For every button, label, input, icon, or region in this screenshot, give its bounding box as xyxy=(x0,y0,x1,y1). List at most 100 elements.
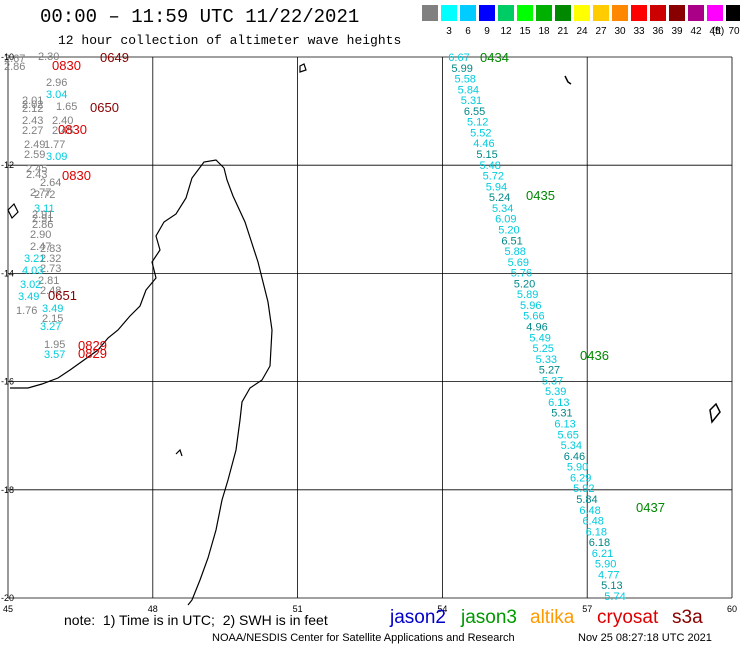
small-island-east xyxy=(564,75,572,85)
axis-ticks: 45 48 51 54 57 60 -10 -12 -14 -16 -18 -20 xyxy=(1,52,737,614)
legend-swatch xyxy=(593,5,609,21)
swh-value-label: 2.81 xyxy=(38,275,59,287)
legend-label: 36 xyxy=(652,26,664,37)
swh-value-label: 6.48 xyxy=(582,516,603,528)
swh-value-label: 5.69 xyxy=(508,257,529,269)
swh-value-label: 5.20 xyxy=(514,278,535,290)
legend-label: 24 xyxy=(576,26,588,37)
swh-value-label: 5.96 xyxy=(520,300,541,312)
swh-value-label: 5.74 xyxy=(604,591,625,603)
time-label: 0651 xyxy=(48,288,77,303)
footer-note: note: 1) Time is in UTC; 2) SWH is in fe… xyxy=(64,612,328,628)
swh-value-label: 6.67 xyxy=(448,52,469,64)
swh-value-label: 5.92 xyxy=(573,483,594,495)
legend-label: 21 xyxy=(557,26,569,37)
swh-value-label: 5.34 xyxy=(561,440,582,452)
swh-value-label: 6.51 xyxy=(501,235,522,247)
swh-value-label: 2.40 xyxy=(52,115,73,127)
legend-swatch xyxy=(612,5,628,21)
legend-label: 12 xyxy=(500,26,512,37)
lon-tick-label: 48 xyxy=(148,604,158,614)
legend-swatch xyxy=(441,5,457,21)
swh-value-label: 5.99 xyxy=(451,63,472,75)
swh-value-label: 5.31 xyxy=(461,95,482,107)
legend-label: 9 xyxy=(484,26,490,37)
lat-tick-label: -12 xyxy=(1,160,14,170)
swh-value-label: 2.73 xyxy=(40,263,61,275)
legend-label: 70 xyxy=(728,26,740,37)
swh-value-label: 6.48 xyxy=(579,505,600,517)
legend-swatch xyxy=(517,5,533,21)
time-label: 0829 xyxy=(78,346,107,361)
west-observations: 2.67 2.30 2.86 2.963.042.012.022.12 1.65 2.43… xyxy=(4,50,129,361)
swh-value-label: 5.48 xyxy=(479,160,500,172)
legend-swatch xyxy=(574,5,590,21)
swh-value-label: 2.27 xyxy=(22,125,43,137)
swh-value-label: 3.21 xyxy=(24,253,45,265)
lat-tick-label: -16 xyxy=(1,377,14,387)
small-island-south xyxy=(175,448,183,457)
legend-units: (ft) xyxy=(712,26,725,37)
swh-value-label: 5.94 xyxy=(486,181,507,193)
time-label: 0830 xyxy=(62,168,91,183)
lon-tick-label: 51 xyxy=(293,604,303,614)
swh-value-label: 1.77 xyxy=(44,139,65,151)
swh-value-label: 5.25 xyxy=(533,343,554,355)
swh-value-label: 2.91 xyxy=(32,213,53,225)
west-coast-fragment xyxy=(7,202,19,220)
satellite-label: jason2 xyxy=(390,607,446,628)
swh-value-label: 2.96 xyxy=(46,77,67,89)
madagascar-west-coast xyxy=(10,159,225,389)
legend-label: 3 xyxy=(446,26,452,37)
swh-value-label: 6.09 xyxy=(495,214,516,226)
legend-swatch xyxy=(726,5,740,21)
swh-value-label: 3.27 xyxy=(40,321,61,333)
swh-value-label: 2.86 xyxy=(4,61,25,73)
lon-tick-label: 54 xyxy=(437,604,447,614)
swh-value-label: 2.12 xyxy=(22,103,43,115)
swh-value-label: 3.04 xyxy=(46,89,67,101)
lat-tick-label: -10 xyxy=(1,52,14,62)
page-subtitle: 12 hour collection of altimeter wave hei… xyxy=(58,33,402,48)
time-label: 0650 xyxy=(90,100,119,115)
time-label: 0830 xyxy=(52,58,81,73)
swh-value-label: 5.27 xyxy=(539,365,560,377)
satellite-label: cryosat xyxy=(597,607,659,628)
swh-value-label: 2.02 xyxy=(22,99,43,111)
swh-value-label: 5.20 xyxy=(498,224,519,236)
swh-value-label: 2.47 xyxy=(30,241,51,253)
timestamp-text: Nov 25 08:27:18 UTC 2021 xyxy=(578,632,712,644)
swh-value-label: 3.11 xyxy=(34,203,55,215)
swh-value-label: 5.15 xyxy=(476,149,497,161)
swh-value-label: 2.01 xyxy=(22,95,43,107)
swh-value-label: 2.45 xyxy=(26,163,47,175)
swh-value-label: 2.15 xyxy=(42,313,63,325)
satellite-label: jason3 xyxy=(461,607,517,628)
swh-value-label: 6.13 xyxy=(548,397,569,409)
time-label: 0829 xyxy=(78,338,107,353)
swh-value-label: 6.46 xyxy=(564,451,585,463)
swh-value-label: 4.77 xyxy=(598,569,619,581)
lat-tick-label: -14 xyxy=(1,268,14,278)
swh-value-label: 5.84 xyxy=(458,84,479,96)
swh-value-label: 5.49 xyxy=(529,332,550,344)
swh-value-label: 6.18 xyxy=(586,526,607,538)
legend-label: 27 xyxy=(595,26,607,37)
swh-value-label: 2.43 xyxy=(26,169,47,181)
legend-swatch xyxy=(460,5,476,21)
legend-swatch xyxy=(631,5,647,21)
swh-value-label: 5.65 xyxy=(557,429,578,441)
swh-value-label: 5.12 xyxy=(467,117,488,129)
graticule xyxy=(7,56,733,599)
swh-value-label: 1.65 xyxy=(56,101,77,113)
swh-value-label: 5.66 xyxy=(523,311,544,323)
swh-value-label: 5.52 xyxy=(470,127,491,139)
swh-value-label: 5.90 xyxy=(595,559,616,571)
legend-label: 33 xyxy=(633,26,645,37)
legend-swatch xyxy=(536,5,552,21)
satellite-label: s3a xyxy=(672,607,703,628)
swh-value-label: 4.03 xyxy=(22,265,43,277)
swh-value-label: 3.09 xyxy=(46,151,67,163)
legend-swatch xyxy=(555,5,571,21)
